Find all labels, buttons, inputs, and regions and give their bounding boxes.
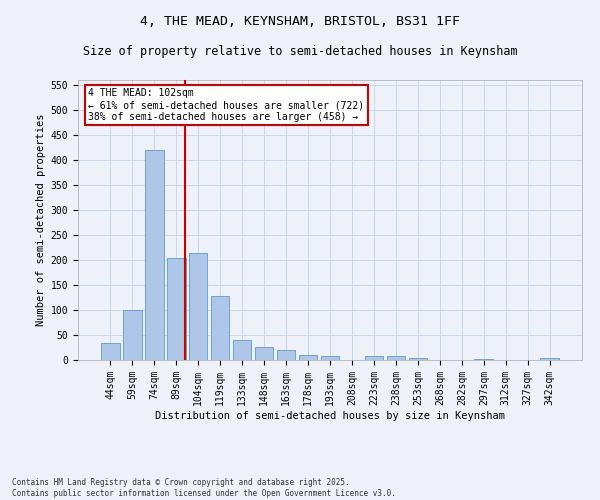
- Bar: [189, 252, 208, 360]
- Bar: [233, 340, 251, 360]
- Bar: [365, 356, 383, 360]
- Y-axis label: Number of semi-detached properties: Number of semi-detached properties: [37, 114, 46, 326]
- Text: Contains HM Land Registry data © Crown copyright and database right 2025.
Contai: Contains HM Land Registry data © Crown c…: [12, 478, 396, 498]
- Bar: [211, 296, 229, 360]
- Text: 4 THE MEAD: 102sqm
← 61% of semi-detached houses are smaller (722)
38% of semi-d: 4 THE MEAD: 102sqm ← 61% of semi-detache…: [88, 88, 364, 122]
- Bar: [277, 350, 295, 360]
- Bar: [299, 355, 317, 360]
- Bar: [541, 358, 559, 360]
- Bar: [409, 358, 427, 360]
- Text: Size of property relative to semi-detached houses in Keynsham: Size of property relative to semi-detach…: [83, 45, 517, 58]
- Bar: [475, 359, 493, 360]
- Bar: [255, 347, 274, 360]
- Bar: [320, 356, 340, 360]
- X-axis label: Distribution of semi-detached houses by size in Keynsham: Distribution of semi-detached houses by …: [155, 410, 505, 420]
- Bar: [167, 258, 185, 360]
- Bar: [145, 150, 164, 360]
- Bar: [386, 356, 405, 360]
- Bar: [101, 342, 119, 360]
- Text: 4, THE MEAD, KEYNSHAM, BRISTOL, BS31 1FF: 4, THE MEAD, KEYNSHAM, BRISTOL, BS31 1FF: [140, 15, 460, 28]
- Bar: [123, 310, 142, 360]
